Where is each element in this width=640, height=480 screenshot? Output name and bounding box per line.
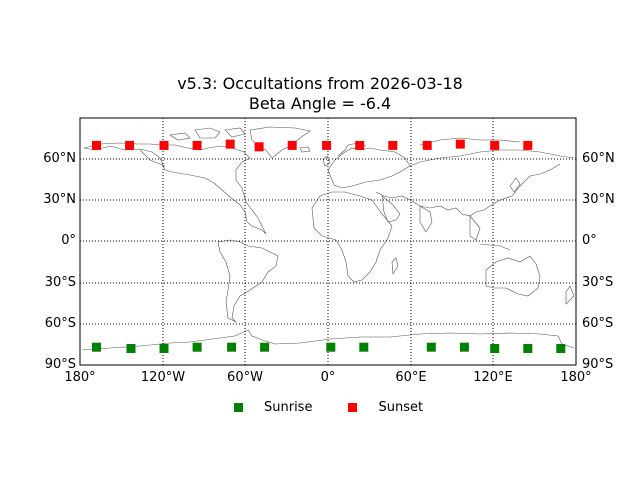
sunset-marker — [192, 140, 202, 150]
chart-subtitle: Beta Angle = -6.4 — [248, 94, 392, 113]
sunset-marker — [125, 140, 135, 150]
sunset-marker — [455, 139, 465, 149]
sunrise-marker — [227, 342, 237, 352]
sunset-marker — [388, 140, 398, 150]
sunrise-marker — [192, 342, 202, 352]
x-tick-60e: 60°E — [395, 370, 427, 385]
sunrise-marker — [490, 344, 500, 353]
y-tick-0-right: 0° — [582, 233, 597, 248]
graticule-grid — [80, 118, 576, 365]
chart-title: v5.3: Occultations from 2026-03-18 — [177, 74, 463, 93]
y-tick-30s-right: 30°S — [582, 275, 614, 290]
sunset-marker — [322, 140, 332, 150]
data-markers — [92, 139, 566, 353]
sunrise-marker — [556, 344, 566, 353]
sunset-marker — [490, 140, 500, 150]
legend-item-sunset: Sunset — [348, 400, 423, 415]
x-tick-120w: 120°W — [140, 370, 186, 385]
legend-item-sunrise: Sunrise — [234, 400, 312, 415]
sunset-marker — [523, 140, 533, 150]
sunset-marker — [225, 139, 235, 149]
sunrise-marker — [126, 344, 136, 353]
y-tick-30n-right: 30°N — [582, 192, 615, 207]
y-tick-60n-right: 60°N — [582, 151, 615, 166]
y-tick-60n-left: 60°N — [43, 151, 76, 166]
x-tick-180w: 180° — [64, 370, 96, 385]
x-tick-120e: 120°E — [473, 370, 513, 385]
sunrise-square-icon — [234, 403, 243, 412]
legend-label-sunset: Sunset — [378, 400, 424, 415]
sunset-marker — [159, 140, 169, 150]
sunrise-marker — [260, 342, 270, 352]
y-tick-30n-left: 30°N — [43, 192, 76, 207]
x-tick-0: 0° — [320, 370, 336, 385]
x-tick-180e: 180° — [560, 370, 592, 385]
sunset-square-icon — [348, 403, 358, 412]
x-tick-60w: 60°W — [227, 370, 263, 385]
sunset-marker — [92, 140, 101, 150]
sunrise-marker — [426, 342, 436, 352]
sunset-marker — [355, 140, 365, 150]
y-tick-90s-left: 90°S — [44, 357, 76, 372]
axes-frame — [79, 117, 577, 366]
sunset-marker — [422, 140, 432, 150]
legend: Sunrise Sunset — [234, 400, 459, 415]
y-tick-30s-left: 30°S — [44, 275, 76, 290]
sunset-marker — [254, 142, 264, 152]
sunrise-marker — [359, 342, 369, 352]
sunset-marker — [287, 140, 297, 150]
sunrise-marker — [326, 342, 336, 352]
y-tick-60s-right: 60°S — [582, 316, 614, 331]
coastlines — [81, 126, 575, 351]
sunrise-marker — [523, 344, 533, 353]
sunrise-marker — [159, 344, 169, 353]
y-tick-0-left: 0° — [61, 233, 76, 248]
legend-label-sunrise: Sunrise — [264, 400, 313, 415]
sunrise-marker — [92, 342, 101, 352]
sunrise-marker — [459, 342, 469, 352]
y-tick-60s-left: 60°S — [44, 316, 76, 331]
y-tick-90s-right: 90°S — [582, 357, 614, 372]
